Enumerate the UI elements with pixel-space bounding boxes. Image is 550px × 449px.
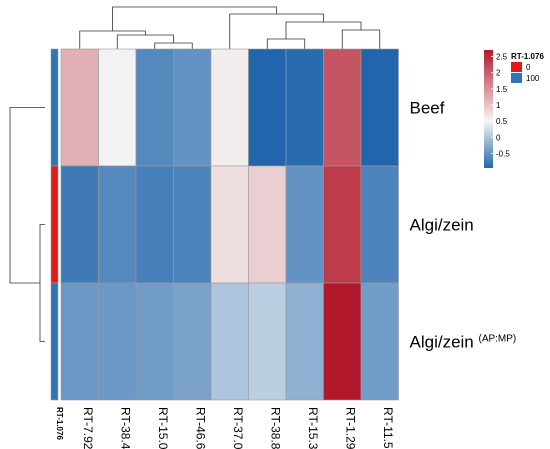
dendrogram-branch — [112, 6, 278, 31]
dendrogram-branch — [285, 21, 362, 39]
colorbar-tick-label: 1 — [496, 101, 501, 110]
column-dendrogram — [79, 6, 381, 49]
dendrogram-branch — [116, 34, 174, 49]
legend-label: 100 — [526, 74, 540, 83]
colorbar-tick-label: 1.5 — [496, 85, 508, 94]
heatmap-cell — [248, 48, 287, 167]
annotation-cell — [50, 165, 59, 284]
legend-label: 0 — [526, 63, 531, 72]
colorbar: 2.5 2 1.5 1 0.5 0 -0.5 — [484, 50, 510, 168]
heatmap-cell — [173, 165, 212, 284]
dendrogram-branch — [9, 107, 45, 284]
annotation-cell — [50, 48, 59, 167]
row-dendrogram — [9, 107, 45, 342]
column-label: RT-46.607 — [193, 407, 207, 449]
heatmap-cell — [98, 48, 137, 167]
heatmap-cell — [60, 165, 99, 284]
heatmap-cell — [285, 282, 324, 401]
heatmap-cell — [323, 48, 362, 167]
colorbar-tick-label: 2.5 — [496, 52, 508, 61]
dendrogram-branch — [79, 30, 146, 49]
annotation-cell — [50, 282, 59, 401]
heatmap-cell — [135, 48, 174, 167]
column-labels: RT-7.925 RT-38.453 RT-15.083 RT-46.607 RT-37… — [81, 407, 395, 449]
legend-swatch — [511, 73, 522, 83]
heatmap-cell — [60, 48, 99, 167]
heatmap-cells — [60, 48, 399, 401]
row-label: Algi/zein — [410, 216, 474, 235]
legend-swatch — [511, 62, 522, 72]
heatmap-cell — [173, 48, 212, 167]
heatmap-cell — [248, 282, 287, 401]
colorbar-tick-label: 2 — [496, 69, 501, 78]
column-label: RT-11.539 — [381, 407, 395, 449]
column-label: RT-7.925 — [81, 407, 95, 449]
colorbar-tick-label: 0 — [496, 133, 501, 142]
column-label: RT-15.083 — [156, 407, 170, 449]
heatmap-cell — [285, 165, 324, 284]
dendrogram-branch — [154, 42, 193, 49]
annotation-legend: RT-1.076 0 100 — [511, 52, 544, 83]
heatmap-cell — [210, 48, 249, 167]
column-label: RT-15.365 — [306, 407, 320, 449]
heatmap-cell — [60, 282, 99, 401]
colorbar-gradient — [484, 50, 493, 168]
heatmap-cell — [360, 165, 399, 284]
annotation-column-label: RT-1.076 — [55, 407, 64, 440]
heatmap-cell — [360, 282, 399, 401]
heatmap-cell — [360, 48, 399, 167]
heatmap-cell — [323, 282, 362, 401]
dendrogram-branch — [266, 38, 306, 49]
dendrogram-branch — [229, 13, 324, 49]
heatmap-cell — [98, 282, 137, 401]
heatmap-cell — [98, 165, 137, 284]
heatmap-cell — [285, 48, 324, 167]
heatmap-cell — [210, 282, 249, 401]
column-label: RT-37.042 — [231, 407, 245, 449]
heatmap-cell — [135, 165, 174, 284]
column-label: RT-38.453 — [118, 407, 132, 449]
column-label: RT-1.296 — [343, 407, 357, 449]
heatmap-cell — [210, 165, 249, 284]
dendrogram-branch — [39, 224, 45, 342]
row-annotation-bar — [50, 48, 59, 401]
dendrogram-branch — [341, 29, 381, 49]
colorbar-tick-label: -0.5 — [496, 149, 510, 158]
row-label: Beef — [410, 99, 445, 118]
heatmap-cell — [248, 165, 287, 284]
row-label: Algi/zein (AP:MP) — [410, 333, 517, 352]
colorbar-tick-label: 0.5 — [496, 117, 508, 126]
heatmap-cell — [173, 282, 212, 401]
heatmap-cell — [323, 165, 362, 284]
column-label: RT-38.823 — [268, 407, 282, 449]
annotation-legend-title: RT-1.076 — [511, 52, 544, 61]
heatmap-cell — [135, 282, 174, 401]
